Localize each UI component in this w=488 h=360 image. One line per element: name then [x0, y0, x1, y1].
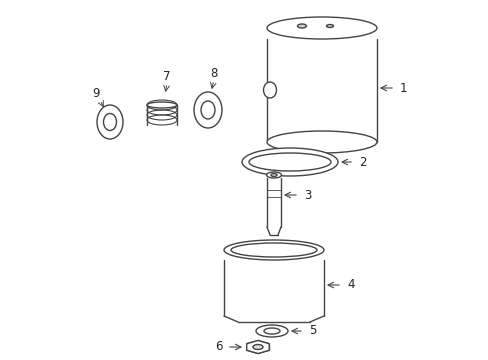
Ellipse shape — [224, 240, 324, 260]
Ellipse shape — [230, 243, 316, 257]
Ellipse shape — [201, 101, 215, 119]
Text: 3: 3 — [304, 189, 311, 202]
Ellipse shape — [266, 17, 376, 39]
Ellipse shape — [266, 172, 281, 178]
Ellipse shape — [264, 328, 280, 334]
Ellipse shape — [270, 174, 276, 176]
Ellipse shape — [147, 102, 177, 108]
Text: 1: 1 — [399, 81, 407, 95]
Polygon shape — [246, 341, 269, 354]
Ellipse shape — [97, 105, 123, 139]
Ellipse shape — [263, 82, 276, 98]
Text: 6: 6 — [215, 341, 223, 354]
Ellipse shape — [103, 113, 116, 131]
Text: 2: 2 — [358, 156, 366, 168]
Ellipse shape — [242, 148, 337, 176]
Ellipse shape — [266, 131, 376, 153]
Text: 5: 5 — [308, 324, 316, 338]
Text: 9: 9 — [92, 87, 100, 100]
Text: 4: 4 — [346, 279, 354, 292]
Ellipse shape — [297, 24, 306, 28]
Text: 7: 7 — [163, 70, 170, 83]
Ellipse shape — [326, 24, 333, 27]
Text: 8: 8 — [210, 67, 217, 80]
Ellipse shape — [248, 153, 330, 171]
Ellipse shape — [194, 92, 222, 128]
Ellipse shape — [252, 345, 263, 350]
Ellipse shape — [256, 325, 287, 337]
